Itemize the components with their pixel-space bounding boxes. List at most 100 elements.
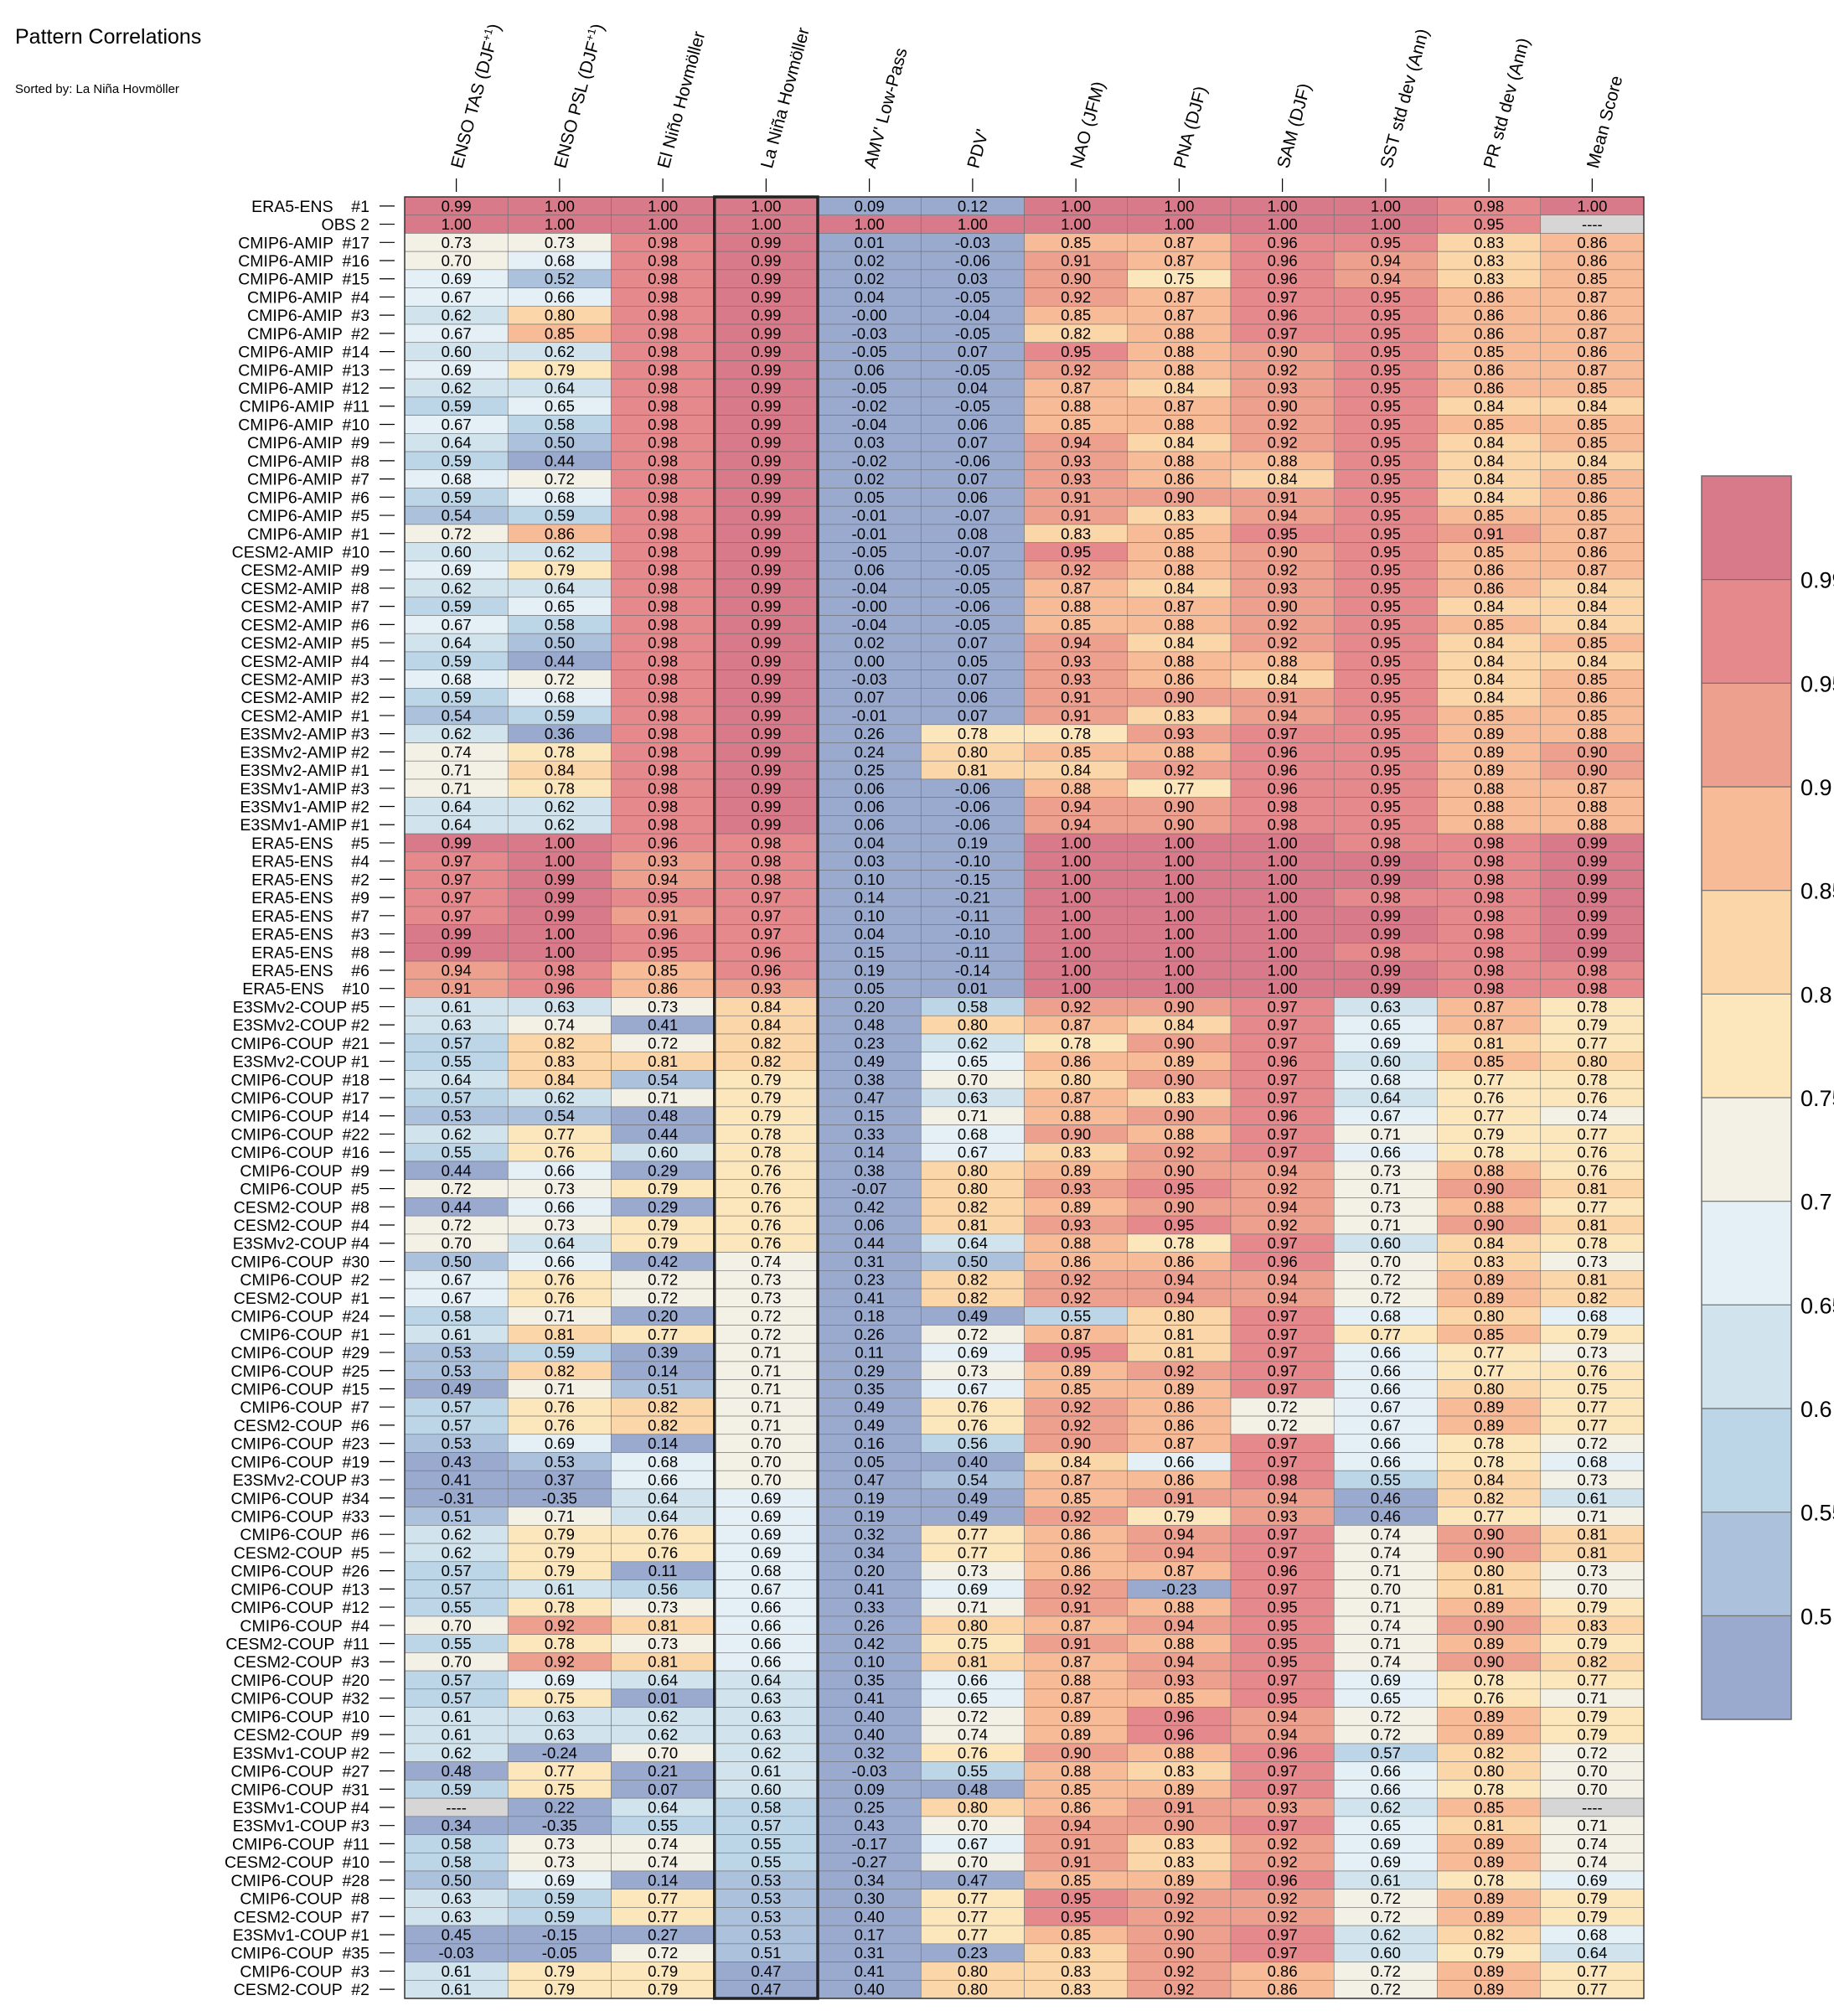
cell-value: 0.66: [751, 1635, 781, 1652]
cell-value: 0.95: [1371, 324, 1401, 342]
cell-value: 0.94: [1268, 1726, 1298, 1744]
cell-value: 0.99: [751, 597, 781, 615]
cell-value: 0.90: [1164, 1161, 1194, 1179]
cell-value: 0.55: [442, 1599, 472, 1616]
cell-value: 0.97: [1268, 1016, 1298, 1034]
cell-value: 0.85: [1061, 1489, 1091, 1507]
cell-value: 0.10: [855, 907, 885, 924]
cell-value: 0.80: [958, 1616, 988, 1634]
cell-value: 0.99: [545, 871, 575, 888]
cell-value: 0.99: [751, 452, 781, 469]
row-label: CMIP6-COUP #12: [231, 1599, 369, 1617]
cell-value: 0.60: [1371, 1944, 1401, 1962]
row-label: CMIP6-COUP #3: [240, 1962, 369, 1981]
heatmap-cells: 0.99 1.00 1.00 1.00 0.09 0.12 1.00 1.00 1.00 1.00…: [404, 196, 1645, 1999]
cell-value: 0.12: [958, 197, 988, 215]
cell-value: 0.51: [442, 1507, 472, 1525]
cell-value: -0.05: [852, 380, 887, 397]
cell-value: 0.14: [648, 1871, 678, 1889]
cell-value: 0.99: [751, 725, 781, 742]
cell-value: 0.84: [545, 762, 575, 779]
cell-value: 0.99: [751, 324, 781, 342]
row-label: CMIP6-AMIP #17: [238, 234, 369, 252]
cell-value: 0.57: [442, 1398, 472, 1416]
cell-value: 0.89: [1474, 1981, 1504, 1998]
row-label: CMIP6-COUP #25: [231, 1362, 370, 1381]
cell-value: 0.83: [1164, 507, 1194, 525]
cell-value: 0.99: [751, 706, 781, 724]
cell-value: 0.77: [1474, 1071, 1504, 1088]
cell-value: 0.81: [1577, 1526, 1607, 1543]
cell-value: 0.76: [751, 1161, 781, 1179]
cell-value: 0.71: [1577, 1507, 1607, 1525]
cell-value: 0.59: [545, 1889, 575, 1907]
cell-value: 0.86: [1268, 1962, 1298, 1980]
row-label: CMIP6-COUP #30: [231, 1253, 370, 1271]
cell-value: 0.98: [751, 852, 781, 870]
cell-value: 0.62: [442, 1744, 472, 1761]
cell-value: 0.96: [1268, 743, 1298, 761]
cell-value: 0.63: [751, 1689, 781, 1707]
row-label: CMIP6-COUP #35: [231, 1945, 370, 1963]
cell-value: 0.06: [958, 488, 988, 506]
cell-value: 0.72: [1371, 1708, 1401, 1725]
row-label: CMIP6-AMIP #3: [247, 307, 369, 325]
cell-value: 0.98: [648, 416, 678, 433]
cell-value: 0.98: [1474, 943, 1504, 961]
row-label: ERA5-ENS #8: [251, 943, 369, 962]
cell-value: 0.87: [1577, 324, 1607, 342]
cell-value: 0.63: [751, 1726, 781, 1744]
cell-value: 0.76: [545, 1289, 575, 1306]
column-header: El Niño Hovmöller: [654, 29, 710, 170]
cell-value: 0.53: [442, 1434, 472, 1452]
cell-value: 0.92: [1164, 1889, 1194, 1907]
cell-value: 1.00: [545, 834, 575, 851]
colorbar-swatch: [1702, 1615, 1791, 1719]
cell-value: 0.62: [648, 1726, 678, 1744]
cell-value: 0.85: [1474, 543, 1504, 561]
cell-value: 0.93: [751, 980, 781, 997]
cell-value: -0.00: [852, 597, 887, 615]
cell-value: 0.99: [751, 689, 781, 706]
cell-value: 0.78: [1474, 1144, 1504, 1161]
cell-value: 0.69: [751, 1489, 781, 1507]
cell-value: 0.89: [1164, 1871, 1194, 1889]
column-header-base: PDV': [963, 127, 992, 171]
cell-value: 0.98: [648, 543, 678, 561]
cell-value: 1.00: [751, 197, 781, 215]
cell-value: 0.95: [1061, 1889, 1091, 1907]
cell-value: 0.87: [1061, 1616, 1091, 1634]
cell-value: 0.77: [648, 1326, 678, 1343]
cell-value: 0.76: [751, 1198, 781, 1216]
cell-value: 0.94: [1061, 434, 1091, 452]
cell-value: -0.06: [955, 816, 990, 834]
cell-value: 1.00: [545, 852, 575, 870]
cell-value: 0.72: [442, 1180, 472, 1197]
cell-value: 0.97: [1268, 725, 1298, 742]
cell-value: 0.87: [1164, 288, 1194, 306]
cell-value: 0.14: [855, 889, 885, 907]
cell-value: 0.69: [545, 1871, 575, 1889]
cell-value: 1.00: [1577, 197, 1607, 215]
cell-value: 0.74: [648, 1835, 678, 1853]
cell-value: 0.99: [751, 288, 781, 306]
cell-value: 0.07: [958, 470, 988, 488]
cell-value: 0.67: [442, 1289, 472, 1306]
cell-value: 0.69: [751, 1543, 781, 1561]
cell-value: 0.81: [1577, 1217, 1607, 1234]
cell-value: 0.61: [442, 1981, 472, 1998]
cell-value: 0.94: [1061, 634, 1091, 652]
colorbar-tick-label: 0.9: [1800, 775, 1832, 800]
cell-value: 0.84: [1164, 579, 1194, 597]
cell-value: 0.66: [545, 1198, 575, 1216]
cell-value: 0.47: [751, 1981, 781, 1998]
cell-value: 0.80: [958, 1962, 988, 1980]
cell-value: 0.97: [751, 889, 781, 907]
cell-value: 0.74: [1577, 1853, 1607, 1871]
cell-value: 0.19: [855, 1489, 885, 1507]
cell-value: 0.61: [1577, 1489, 1607, 1507]
cell-value: 0.57: [442, 1580, 472, 1598]
cell-value: 0.00: [855, 652, 885, 669]
cell-value: 0.99: [751, 488, 781, 506]
cell-value: 0.77: [545, 1762, 575, 1780]
